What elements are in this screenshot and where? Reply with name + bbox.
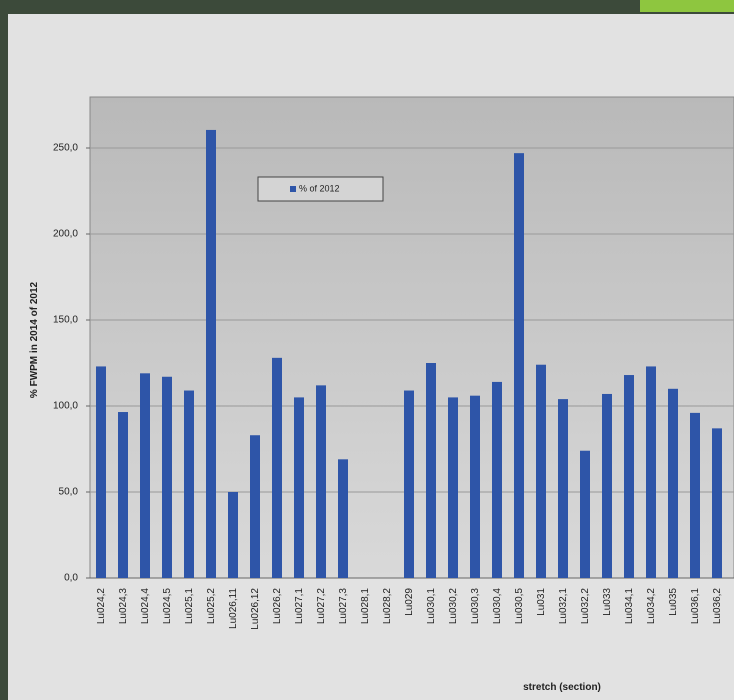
x-tick-label: Lu031: [536, 588, 547, 616]
y-tick-label: 250,0: [53, 143, 78, 154]
x-tick-label: Lu025,1: [184, 588, 195, 625]
x-tick-label: Lu030,3: [470, 588, 481, 625]
bar: [184, 390, 194, 578]
bar: [558, 399, 568, 578]
bar: [404, 390, 414, 578]
x-tick-label: Lu027,3: [338, 588, 349, 625]
bar: [162, 376, 172, 578]
y-tick-label: 50,0: [59, 487, 79, 498]
x-tick-label: Lu030,5: [514, 588, 525, 625]
bar: [712, 428, 722, 578]
y-tick-label: 0,0: [64, 573, 78, 584]
bar: [690, 412, 700, 578]
x-tick-label: Lu024,3: [118, 588, 129, 625]
x-tick-label: Lu024,5: [162, 588, 173, 625]
y-tick-label: 200,0: [53, 229, 78, 240]
bar: [646, 366, 656, 578]
bar: [492, 381, 502, 578]
x-tick-label: Lu024,4: [140, 588, 151, 625]
x-tick-label: Lu027,2: [316, 588, 327, 625]
x-tick-label: Lu026,12: [250, 588, 261, 630]
y-axis-title: % FWPM in 2014 of 2012: [29, 281, 40, 398]
bar: [228, 492, 238, 578]
legend-box: [257, 176, 384, 202]
x-tick-label: Lu030,4: [492, 588, 503, 625]
x-tick-label: Lu032,1: [558, 588, 569, 625]
x-tick-label: Lu029: [404, 588, 415, 616]
x-tick-label: Lu033: [602, 588, 613, 616]
green-strip: [640, 0, 734, 12]
x-tick-label: Lu027,1: [294, 588, 305, 625]
bar: [470, 395, 480, 578]
x-tick-label: Lu028,2: [382, 588, 393, 625]
bar: [206, 129, 216, 578]
y-tick-label: 150,0: [53, 315, 78, 326]
bar: [316, 385, 326, 578]
bar: [140, 373, 150, 578]
legend-label: % of 2012: [299, 183, 340, 193]
x-tick-label: Lu030,1: [426, 588, 437, 625]
x-tick-label: Lu034,2: [646, 588, 657, 625]
x-tick-label: Lu026,11: [228, 588, 239, 629]
bar: [118, 412, 128, 578]
bar: [96, 366, 106, 578]
x-tick-label: Lu036,1: [690, 588, 701, 625]
bar: [580, 450, 590, 578]
y-tick-label: 100,0: [53, 401, 78, 412]
x-tick-label: Lu024,2: [96, 588, 107, 625]
bar: [624, 375, 634, 578]
bar: [536, 364, 546, 578]
bar: [250, 435, 260, 578]
bar: [668, 388, 678, 578]
bar: [448, 397, 458, 578]
bar: [338, 459, 348, 578]
bar: [272, 357, 282, 578]
x-axis-title: stretch (section): [523, 682, 601, 693]
x-tick-label: Lu026,2: [272, 588, 283, 625]
bar: [514, 153, 524, 578]
x-tick-label: Lu035: [668, 588, 679, 616]
bar: [294, 397, 304, 578]
bar: [426, 363, 436, 578]
x-tick-label: Lu030,2: [448, 588, 459, 625]
x-tick-label: Lu028,1: [360, 588, 371, 625]
bar: [602, 393, 612, 578]
x-tick-label: Lu032,2: [580, 588, 591, 625]
x-tick-label: Lu034,1: [624, 588, 635, 625]
x-tick-label: Lu025,2: [206, 588, 217, 625]
legend-swatch: [290, 186, 296, 192]
x-tick-label: Lu036,2: [712, 588, 723, 625]
